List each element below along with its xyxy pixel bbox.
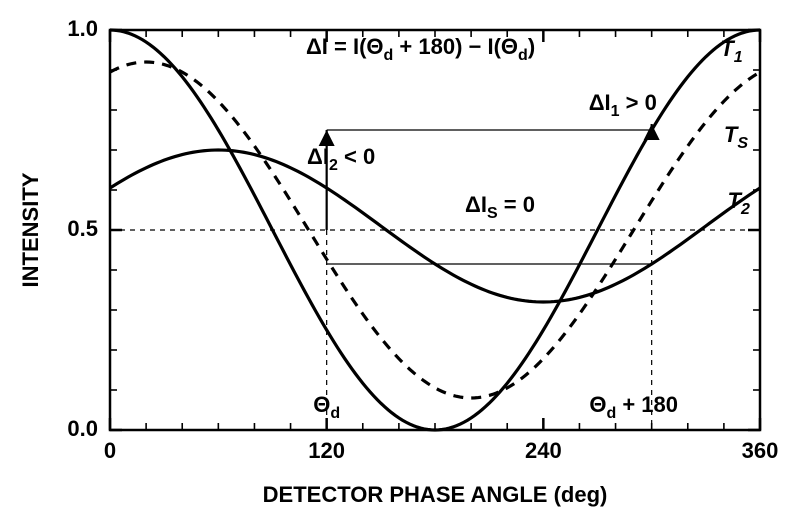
curve-t2 bbox=[110, 150, 760, 302]
label-t1: T1 bbox=[720, 36, 742, 66]
svg-text:240: 240 bbox=[525, 438, 562, 463]
label-ts: TS bbox=[724, 122, 748, 152]
y-ticks: 0.0 0.5 1.0 bbox=[67, 16, 760, 441]
label-theta-d-180: Θd + 180 bbox=[589, 392, 678, 422]
label-theta-d: Θd bbox=[313, 392, 340, 422]
svg-text:1.0: 1.0 bbox=[67, 16, 98, 41]
svg-text:0.5: 0.5 bbox=[67, 216, 98, 241]
svg-text:0: 0 bbox=[104, 438, 116, 463]
x-axis-label: DETECTOR PHASE ANGLE (deg) bbox=[263, 482, 608, 507]
label-dis: ΔIS = 0 bbox=[465, 192, 535, 222]
intensity-phase-chart: 0 120 240 360 0.0 0.5 1.0 DETECTOR PHASE ANGL… bbox=[0, 0, 800, 524]
equation-label: ΔI = I(Θd + 180) − I(Θd) bbox=[306, 34, 535, 64]
label-t2: T2 bbox=[728, 188, 750, 218]
svg-text:120: 120 bbox=[308, 438, 345, 463]
svg-text:0.0: 0.0 bbox=[67, 416, 98, 441]
arrow-di1 bbox=[644, 124, 660, 140]
svg-text:360: 360 bbox=[742, 438, 779, 463]
y-axis-label: INTENSITY bbox=[18, 172, 43, 287]
label-di2: ΔI2 < 0 bbox=[307, 144, 375, 174]
label-di1: ΔI1 > 0 bbox=[589, 90, 657, 120]
